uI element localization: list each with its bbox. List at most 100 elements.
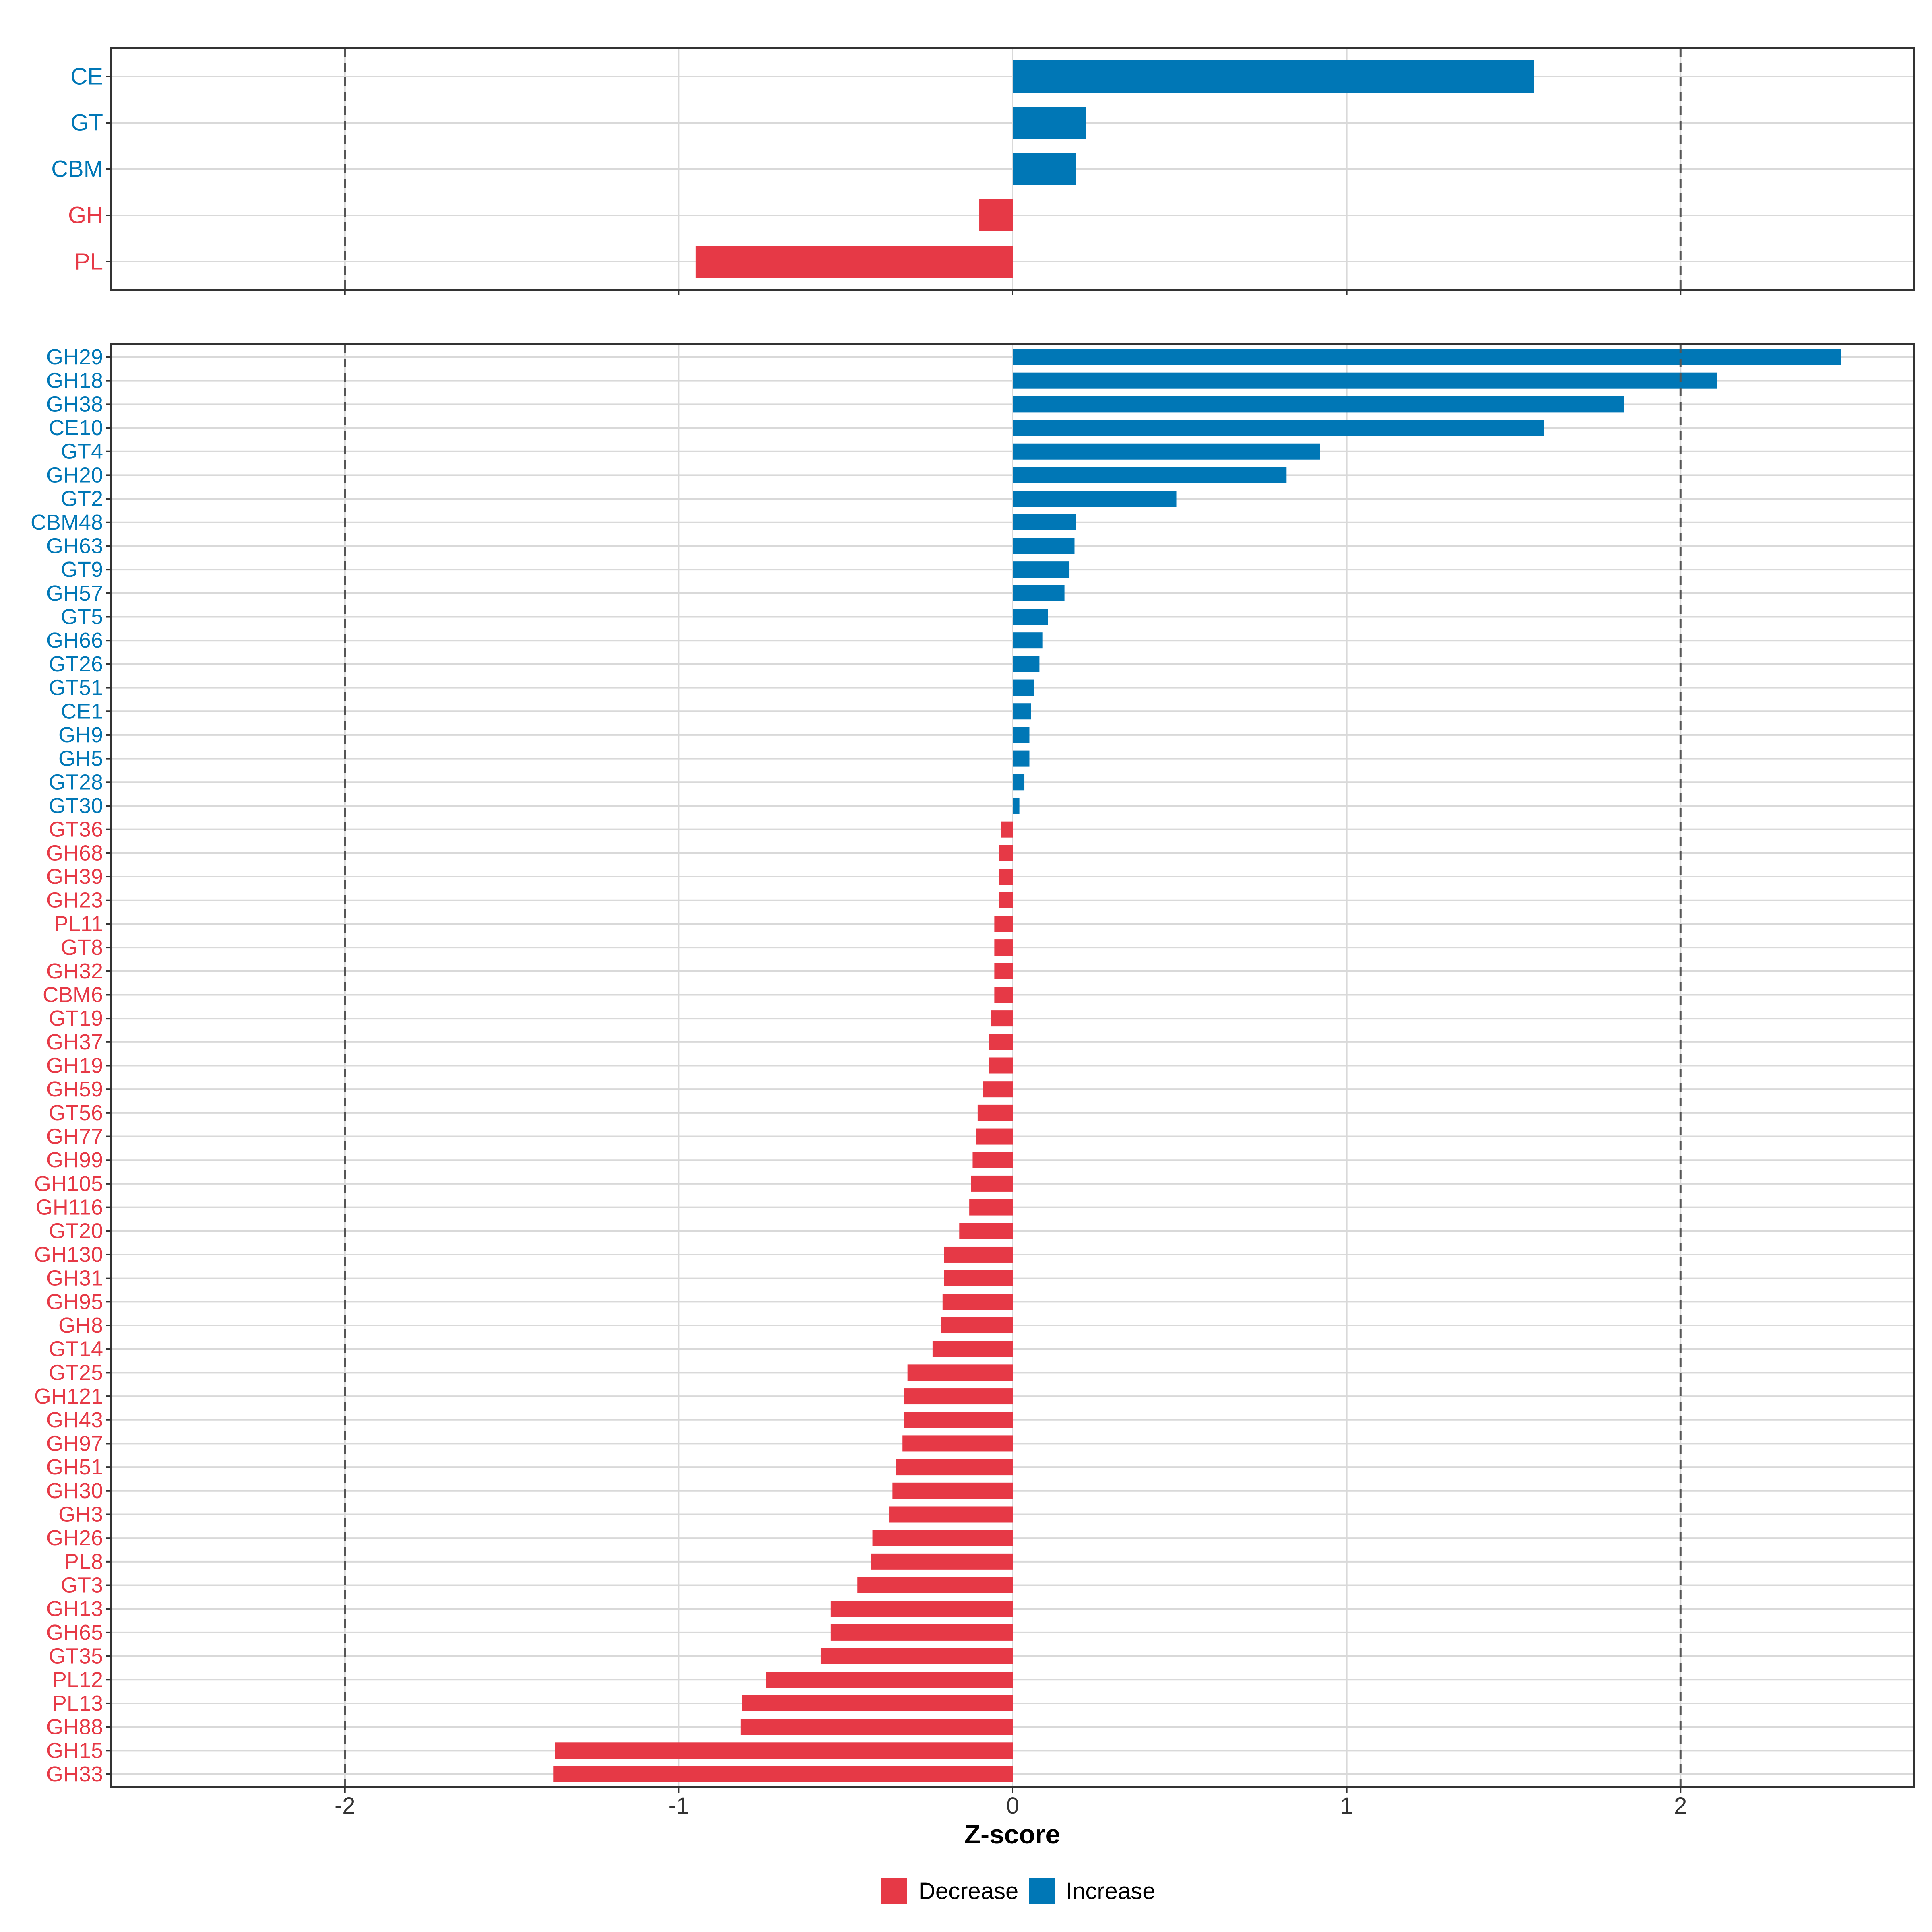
legend-label-increase: Increase (1066, 1878, 1155, 1904)
x-tick-label: 2 (1674, 1793, 1687, 1819)
legend: Decrease Increase (881, 1878, 1155, 1904)
category-label-pl: PL (74, 249, 103, 275)
bar-gh9 (1013, 727, 1030, 743)
bar-gh37 (989, 1034, 1013, 1050)
category-label-pl12: PL12 (52, 1668, 103, 1692)
bar-gh5 (1013, 750, 1030, 767)
category-label-gt51: GT51 (49, 676, 103, 700)
category-label-gh38: GH38 (46, 392, 103, 416)
bar-gh33 (553, 1766, 1013, 1782)
x-tick-label: -2 (334, 1793, 355, 1819)
bar-gt5 (1013, 609, 1048, 625)
bar-gh130 (944, 1246, 1013, 1263)
bar-gt4 (1013, 443, 1320, 460)
x-axis-title: Z-score (964, 1819, 1060, 1849)
bar-gt36 (1001, 821, 1013, 838)
category-label-gt26: GT26 (49, 652, 103, 676)
category-label-gt5: GT5 (61, 605, 103, 629)
category-label-cbm48: CBM48 (31, 510, 103, 535)
category-label-cbm6: CBM6 (43, 983, 103, 1007)
bar-gh32 (994, 963, 1013, 979)
bar-gh23 (999, 892, 1013, 908)
category-label-gh33: GH33 (46, 1762, 103, 1786)
x-tick-label: 1 (1340, 1793, 1353, 1819)
bar-gh30 (892, 1482, 1013, 1499)
bar-gt3 (857, 1577, 1013, 1593)
bar-gh15 (555, 1742, 1013, 1759)
bar-gt28 (1013, 774, 1025, 791)
category-label-pl8: PL8 (64, 1550, 103, 1574)
bar-gh26 (872, 1530, 1013, 1546)
category-label-gh23: GH23 (46, 888, 103, 912)
bar-gt51 (1013, 679, 1034, 696)
category-label-gh20: GH20 (46, 463, 103, 487)
bar-ce (1013, 60, 1534, 93)
bar-gt25 (907, 1364, 1013, 1381)
bar-gh88 (740, 1719, 1013, 1735)
bar-gt19 (991, 1010, 1013, 1027)
category-label-gh130: GH130 (34, 1243, 103, 1267)
category-label-gh15: GH15 (46, 1738, 103, 1763)
bar-gt56 (977, 1104, 1013, 1121)
bar-ce1 (1013, 703, 1031, 720)
bar-gh77 (976, 1128, 1013, 1145)
family-panel: GH29GH18GH38CE10GT4GH20GT2CBM48GH63GT9GH… (31, 343, 1915, 1788)
category-label-gh13: GH13 (46, 1597, 103, 1621)
bar-gh105 (971, 1175, 1013, 1192)
category-label-gh77: GH77 (46, 1125, 103, 1149)
bar-gh13 (830, 1601, 1013, 1617)
bar-gh57 (1013, 585, 1065, 601)
category-label-gh66: GH66 (46, 628, 103, 652)
category-label-gh39: GH39 (46, 865, 103, 889)
bar-cbm6 (994, 987, 1013, 1003)
category-label-gh88: GH88 (46, 1715, 103, 1739)
bar-cbm (1013, 153, 1076, 185)
category-label-gh65: GH65 (46, 1620, 103, 1645)
bar-pl13 (742, 1695, 1013, 1711)
bar-gt9 (1013, 561, 1070, 578)
category-label-gh105: GH105 (34, 1172, 103, 1196)
category-label-gt56: GT56 (49, 1101, 103, 1125)
bar-gh63 (1013, 538, 1075, 554)
x-tick-label: 0 (1006, 1793, 1019, 1819)
bar-gh99 (972, 1152, 1013, 1168)
bar-gh59 (983, 1081, 1013, 1098)
bar-gh31 (944, 1270, 1013, 1286)
bar-gt26 (1013, 656, 1040, 672)
bar-pl12 (766, 1672, 1013, 1688)
bar-pl (695, 246, 1013, 278)
category-label-gt14: GT14 (49, 1337, 103, 1361)
category-label-ce: CE (70, 64, 103, 90)
bar-gh66 (1013, 632, 1043, 649)
category-label-gh5: GH5 (58, 747, 103, 771)
category-label-gh31: GH31 (46, 1266, 103, 1290)
category-label-gt28: GT28 (49, 770, 103, 794)
bar-gh8 (941, 1317, 1013, 1334)
category-label-gh9: GH9 (58, 723, 103, 747)
bar-gh29 (1013, 349, 1841, 365)
category-label-gt25: GT25 (49, 1360, 103, 1385)
category-label-gh26: GH26 (46, 1526, 103, 1550)
category-label-gh121: GH121 (34, 1384, 103, 1408)
category-label-gh59: GH59 (46, 1077, 103, 1101)
category-label-gt4: GT4 (61, 440, 103, 464)
bar-gh121 (904, 1388, 1013, 1405)
category-label-gh3: GH3 (58, 1502, 103, 1526)
bar-gt35 (820, 1648, 1013, 1664)
bar-cbm48 (1013, 514, 1076, 530)
legend-label-decrease: Decrease (919, 1878, 1018, 1904)
x-tick-label: -1 (669, 1793, 689, 1819)
bar-gt8 (994, 939, 1013, 956)
bar-gh43 (904, 1412, 1013, 1428)
bar-gh68 (999, 845, 1013, 861)
category-label-gt20: GT20 (49, 1219, 103, 1243)
category-label-pl13: PL13 (52, 1691, 103, 1715)
bar-gh97 (902, 1435, 1013, 1452)
bar-pl8 (871, 1553, 1013, 1570)
category-label-gt: GT (70, 110, 103, 136)
category-label-gh37: GH37 (46, 1030, 103, 1054)
bar-gh19 (989, 1057, 1013, 1074)
bar-gt14 (932, 1341, 1013, 1357)
category-label-gt9: GT9 (61, 557, 103, 582)
class-panel: CE GT CBM GH PL (51, 47, 1915, 295)
